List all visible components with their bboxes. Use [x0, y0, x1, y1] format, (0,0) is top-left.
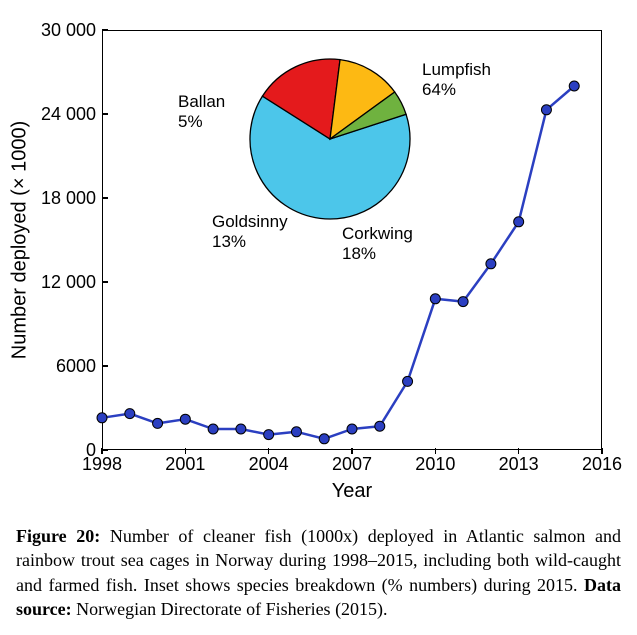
pie-label-lumpfish: Lumpfish64% [422, 60, 491, 99]
y-axis-label: Number deployed (× 1000) [9, 121, 32, 359]
series-marker [291, 427, 301, 437]
y-tick-label: 6000 [10, 357, 96, 375]
pie-label-corkwing: Corkwing18% [342, 224, 413, 263]
series-marker [208, 424, 218, 434]
y-tick-label: 30 000 [10, 21, 96, 39]
caption-text-2: Norwegian Directorate of Fisheries (2015… [72, 599, 388, 619]
caption-text-1: Number of cleaner fish (1000x) deployed … [16, 526, 621, 595]
pie-label-ballan: Ballan5% [178, 92, 225, 131]
series-marker [125, 409, 135, 419]
series-marker [97, 413, 107, 423]
series-marker [403, 376, 413, 386]
x-tick-label: 2001 [165, 454, 205, 475]
x-tick-label: 2010 [415, 454, 455, 475]
series-marker [375, 421, 385, 431]
pie-label-goldsinny: Goldsinny13% [212, 212, 288, 251]
x-tick-label: 2013 [499, 454, 539, 475]
figure-caption: Figure 20: Number of cleaner fish (1000x… [10, 510, 627, 625]
series-marker [486, 259, 496, 269]
series-marker [236, 424, 246, 434]
x-tick-label: 2004 [249, 454, 289, 475]
x-tick-label: 1998 [82, 454, 122, 475]
series-marker [541, 105, 551, 115]
figure-number: Figure 20: [16, 526, 100, 546]
series-marker [347, 424, 357, 434]
series-marker [430, 294, 440, 304]
x-tick-label: 2007 [332, 454, 372, 475]
chart-area: 0600012 00018 00024 00030 000 1998200120… [10, 10, 627, 510]
series-marker [458, 297, 468, 307]
series-marker [153, 418, 163, 428]
series-marker [514, 217, 524, 227]
series-marker [180, 414, 190, 424]
x-tick-label: 2016 [582, 454, 622, 475]
pie-inset [250, 59, 410, 219]
series-marker [264, 430, 274, 440]
x-axis-label: Year [332, 480, 372, 503]
series-marker [569, 81, 579, 91]
series-marker [319, 434, 329, 444]
